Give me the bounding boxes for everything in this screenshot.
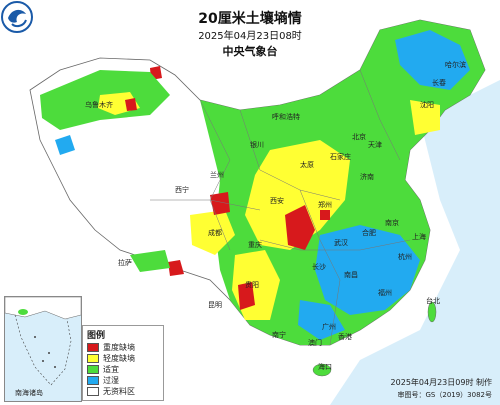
- moisture-region: [55, 135, 75, 155]
- credit-approval: 审图号：GS（2019）3082号: [397, 391, 493, 399]
- city-label: 兰州: [210, 171, 224, 179]
- city-label: 天津: [368, 141, 382, 149]
- city-label: 台北: [426, 297, 440, 305]
- city-label: 成都: [208, 229, 222, 237]
- legend-swatch: [87, 376, 99, 385]
- south-china-sea-inset: 南海诸岛: [4, 296, 82, 402]
- city-label: 长沙: [312, 263, 326, 271]
- inset-map: [5, 297, 81, 386]
- legend-item: 轻度缺墒: [87, 353, 159, 364]
- moisture-region: [285, 205, 315, 250]
- city-label: 北京: [352, 133, 366, 141]
- legend-item: 重度缺墒: [87, 342, 159, 353]
- moisture-region: [168, 260, 184, 276]
- city-label: 太原: [300, 161, 314, 169]
- city-label: 哈尔滨: [445, 61, 466, 69]
- hainan-island: [312, 363, 332, 377]
- moisture-region: [410, 100, 440, 135]
- city-label: 乌鲁木齐: [85, 101, 113, 109]
- city-label: 拉萨: [118, 259, 132, 267]
- legend-swatch: [87, 387, 99, 396]
- city-label: 贵阳: [245, 281, 259, 289]
- city-label: 广州: [322, 323, 336, 331]
- city-label: 香港: [338, 333, 352, 341]
- city-label: 南京: [385, 219, 399, 227]
- sea-area: [330, 80, 500, 405]
- city-label: 西宁: [175, 186, 189, 194]
- city-label: 福州: [378, 289, 392, 297]
- legend-item: 无资料区: [87, 386, 159, 397]
- legend: 图例 重度缺墒 轻度缺墒 适宜 过湿 无资料区: [82, 325, 164, 401]
- city-label: 海口: [318, 363, 332, 371]
- legend-swatch: [87, 343, 99, 352]
- moisture-regions: [40, 20, 485, 345]
- legend-label: 过湿: [103, 376, 119, 385]
- city-label: 澳门: [308, 339, 322, 347]
- city-label: 济南: [360, 173, 374, 181]
- legend-label: 无资料区: [103, 387, 135, 396]
- moisture-region: [130, 250, 170, 272]
- city-label: 南昌: [344, 271, 358, 279]
- moisture-region: [210, 192, 230, 215]
- moisture-region: [320, 210, 330, 220]
- legend-title: 图例: [87, 331, 106, 341]
- legend-label: 适宜: [103, 365, 119, 374]
- city-label: 石家庄: [330, 153, 351, 161]
- legend-label: 重度缺墒: [103, 343, 135, 352]
- city-label: 银川: [250, 141, 264, 149]
- legend-item: 适宜: [87, 364, 159, 375]
- taiwan-island: [427, 301, 437, 323]
- city-label: 呼和浩特: [272, 113, 300, 121]
- city-label: 长春: [432, 79, 446, 87]
- cma-logo-icon: [1, 1, 33, 33]
- credit-made: 2025年04月23日09时 制作: [390, 378, 492, 387]
- inset-caption: 南海诸岛: [15, 389, 43, 397]
- city-label: 重庆: [248, 241, 262, 249]
- province-boundaries: [150, 69, 411, 346]
- legend-swatch: [87, 354, 99, 363]
- agency-name: 中央气象台: [222, 45, 278, 58]
- city-label: 沈阳: [420, 101, 434, 109]
- moisture-region: [395, 30, 470, 90]
- city-label: 武汉: [334, 239, 348, 247]
- city-label: 杭州: [398, 253, 412, 261]
- moisture-region: [298, 300, 345, 340]
- city-label: 上海: [412, 233, 426, 241]
- moisture-region: [245, 140, 350, 250]
- moisture-region: [190, 210, 235, 255]
- legend-swatch: [87, 365, 99, 374]
- city-label: 南宁: [272, 331, 286, 339]
- issue-time: 2025年04月23日08时: [198, 31, 302, 42]
- city-label: 郑州: [318, 201, 332, 209]
- city-label: 昆明: [208, 301, 222, 309]
- moisture-region: [315, 225, 420, 315]
- moisture-region: [125, 98, 137, 111]
- legend-label: 轻度缺墒: [103, 354, 135, 363]
- moisture-region: [238, 282, 255, 310]
- city-label: 西安: [270, 197, 284, 205]
- map-title: 20厘米土壤墒情: [198, 11, 302, 27]
- legend-item: 过湿: [87, 375, 159, 386]
- city-label: 合肥: [362, 229, 376, 237]
